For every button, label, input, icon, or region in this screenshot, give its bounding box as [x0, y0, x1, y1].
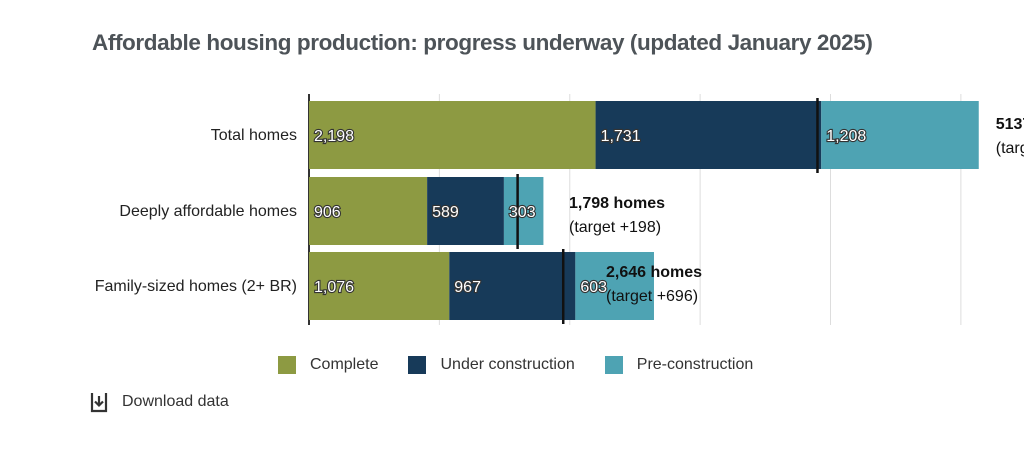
- bar-pre-construction-family-sized-homes-2-br: [575, 252, 654, 320]
- legend-swatch-complete: [278, 356, 296, 374]
- legend-swatch-under-construction: [408, 356, 427, 374]
- data-label-pre-construction-total-homes: 1,208: [826, 128, 866, 145]
- download-label: Download data: [122, 393, 229, 410]
- data-label-complete-family-sized-homes-2-br: 1,076: [314, 279, 354, 296]
- data-label-under-construction-total-homes: 1,731: [601, 128, 641, 145]
- data-label-pre-construction-deeply-affordable-homes: 303: [509, 204, 536, 221]
- data-label-under-construction-deeply-affordable-homes: 589: [432, 204, 459, 221]
- bar-complete-total-homes: [309, 101, 596, 169]
- category-label-deeply-affordable-homes: Deeply affordable homes: [119, 203, 297, 220]
- category-label-family-sized-homes-2-br: Family-sized homes (2+ BR): [95, 278, 297, 295]
- stacked-bar-chart: Total homes 2,198 1,731 1,208 5137 homes (tar…: [95, 94, 1024, 325]
- target-note-family-sized-homes-2-br: (target +696): [606, 288, 698, 305]
- bar-under-construction-family-sized-homes-2-br: [449, 252, 576, 320]
- total-label-family-sized-homes-2-br: 2,646 homes: [606, 264, 702, 281]
- bar-pre-construction-deeply-affordable-homes: [503, 177, 544, 245]
- total-label-total-homes: 5137 homes: [996, 116, 1024, 133]
- bar-under-construction-deeply-affordable-homes: [427, 177, 504, 245]
- data-label-complete-total-homes: 2,198: [314, 128, 354, 145]
- data-label-pre-construction-family-sized-homes-2-br: 603: [580, 279, 607, 296]
- legend-label-complete: Complete: [310, 356, 379, 373]
- bar-complete-deeply-affordable-homes: [309, 177, 428, 245]
- target-note-total-homes: (target +1237): [996, 140, 1024, 157]
- bar-complete-family-sized-homes-2-br: [309, 252, 450, 320]
- download-icon: [90, 393, 108, 413]
- legend-label-pre-construction: Pre-construction: [636, 356, 754, 373]
- legend-swatch-pre-construction: [604, 356, 623, 374]
- category-label-total-homes: Total homes: [211, 127, 297, 144]
- bar-under-construction-total-homes: [595, 101, 822, 169]
- data-label-under-construction-family-sized-homes-2-br: 967: [454, 279, 481, 296]
- legend-item-under-construction[interactable]: Under construction: [408, 356, 575, 374]
- legend-item-complete[interactable]: Complete: [278, 356, 378, 374]
- legend-item-pre-construction[interactable]: Pre-construction: [604, 356, 754, 374]
- chart-title: Affordable housing production: progress …: [92, 30, 873, 55]
- target-note-deeply-affordable-homes: (target +198): [569, 219, 661, 236]
- data-label-complete-deeply-affordable-homes: 906: [314, 204, 341, 221]
- download-data-button[interactable]: Download data: [88, 391, 229, 413]
- total-label-deeply-affordable-homes: 1,798 homes: [569, 195, 665, 212]
- bar-pre-construction-total-homes: [821, 101, 979, 169]
- legend-label-under-construction: Under construction: [440, 356, 575, 373]
- legend: Complete Under construction Pre-construc…: [278, 356, 783, 374]
